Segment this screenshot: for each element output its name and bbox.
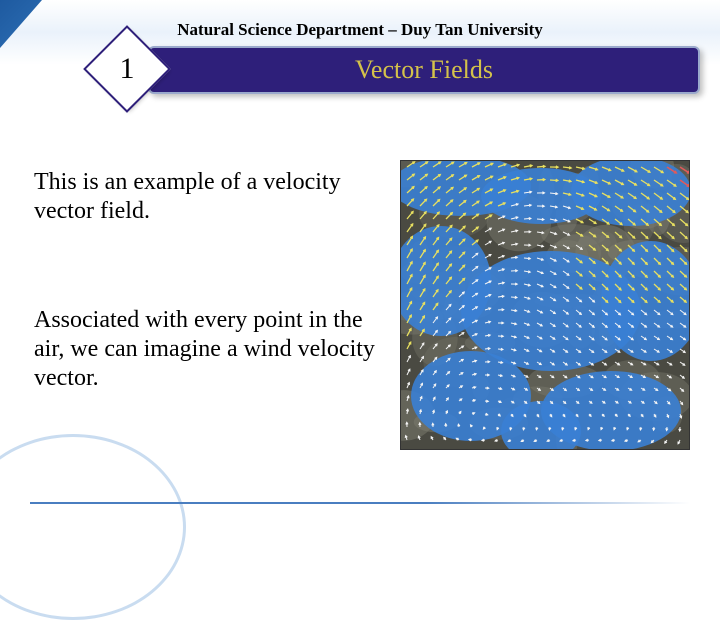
department-header: Natural Science Department – Duy Tan Uni… <box>0 20 720 40</box>
slide-title: Vector Fields <box>355 55 493 85</box>
slide-number-badge: 1 <box>96 38 162 104</box>
slide: Natural Science Department – Duy Tan Uni… <box>0 0 720 540</box>
bottom-rule <box>30 502 690 504</box>
title-bar: Vector Fields <box>148 46 700 94</box>
slide-number: 1 <box>96 38 158 100</box>
paragraph-1: This is an example of a velocity vector … <box>34 168 394 226</box>
vector-field-figure <box>400 160 690 450</box>
decorative-curve <box>0 434 186 620</box>
paragraph-2: Associated with every point in the air, … <box>34 306 394 392</box>
